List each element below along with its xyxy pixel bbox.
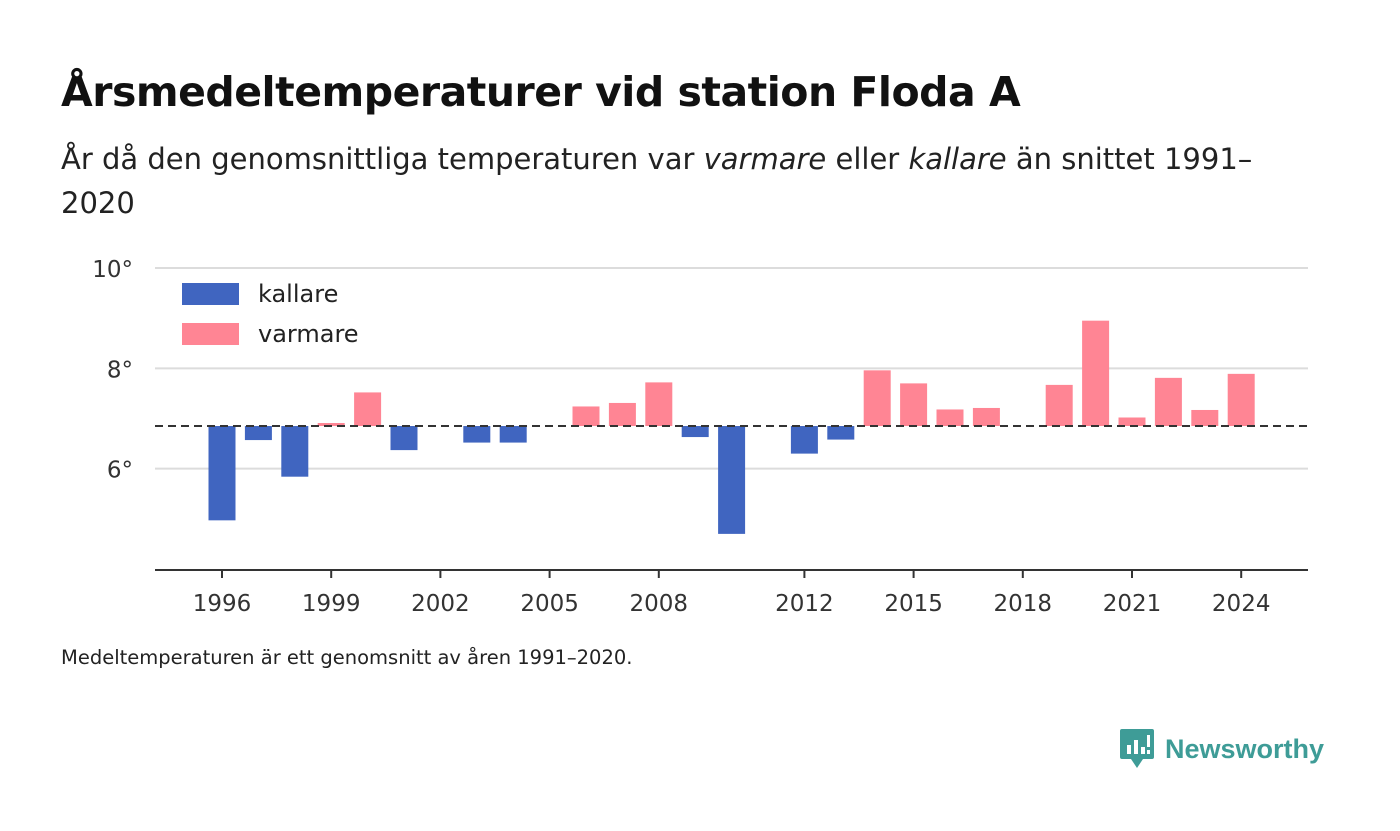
x-tick-label: 1996 bbox=[193, 591, 252, 617]
bar-1999 bbox=[317, 423, 345, 427]
x-tick-label: 2002 bbox=[411, 591, 470, 617]
y-tick-label: 10° bbox=[92, 257, 133, 283]
bar-2024 bbox=[1227, 373, 1255, 427]
chart-subtitle: År då den genomsnittliga temperaturen va… bbox=[61, 137, 1291, 225]
x-tick-label: 2008 bbox=[630, 591, 689, 617]
legend-label-varmare: varmare bbox=[258, 320, 359, 348]
subtitle-text-3: än snittet 1991–2020 bbox=[61, 142, 1253, 220]
legend-swatch-varmare bbox=[182, 323, 239, 345]
brand: Newsworthy bbox=[1119, 727, 1324, 771]
footnote: Medeltemperaturen är ett genomsnitt av å… bbox=[61, 646, 633, 669]
bar-2003 bbox=[463, 426, 491, 443]
x-tick-label: 2021 bbox=[1103, 591, 1162, 617]
bar-2010 bbox=[718, 426, 746, 534]
x-tick-label: 2012 bbox=[775, 591, 834, 617]
bar-2004 bbox=[499, 426, 527, 443]
subtitle-text-1: År då den genomsnittliga temperaturen va… bbox=[61, 142, 704, 176]
bar-2020 bbox=[1082, 320, 1110, 427]
bar-2017 bbox=[972, 407, 1000, 427]
y-tick-label: 8° bbox=[107, 357, 133, 383]
chart-title: Årsmedeltemperaturer vid station Floda A bbox=[61, 68, 1021, 116]
bar-1997 bbox=[244, 426, 272, 441]
bar-2022 bbox=[1154, 377, 1182, 427]
bar-2007 bbox=[608, 402, 636, 427]
bar-2008 bbox=[645, 382, 673, 427]
bar-2012 bbox=[790, 426, 818, 454]
bar-2019 bbox=[1045, 384, 1073, 427]
bar-2001 bbox=[390, 426, 418, 451]
bar-1998 bbox=[281, 426, 309, 477]
x-tick-label: 2005 bbox=[520, 591, 579, 617]
newsworthy-logo-icon bbox=[1120, 729, 1154, 768]
legend-swatch-kallare bbox=[182, 283, 239, 305]
bar-2013 bbox=[827, 426, 855, 440]
x-tick-label: 1999 bbox=[302, 591, 361, 617]
bar-2016 bbox=[936, 409, 964, 427]
bar-2023 bbox=[1191, 409, 1219, 427]
x-tick-label: 2024 bbox=[1212, 591, 1271, 617]
bar-2006 bbox=[572, 406, 600, 427]
subtitle-warm-word: varmare bbox=[703, 142, 827, 176]
bar-1996 bbox=[208, 426, 236, 521]
subtitle-text-2: eller bbox=[826, 142, 909, 176]
brand-name: Newsworthy bbox=[1165, 733, 1325, 764]
legend-label-kallare: kallare bbox=[258, 280, 338, 308]
subtitle-cold-word: kallare bbox=[908, 142, 1007, 176]
bar-2015 bbox=[900, 383, 928, 427]
x-tick-label: 2018 bbox=[994, 591, 1053, 617]
bar-2014 bbox=[863, 370, 891, 427]
x-tick-label: 2015 bbox=[884, 591, 943, 617]
y-tick-label: 6° bbox=[107, 458, 133, 484]
bar-2000 bbox=[354, 392, 382, 427]
bar-2021 bbox=[1118, 417, 1146, 427]
bar-2009 bbox=[681, 426, 709, 438]
